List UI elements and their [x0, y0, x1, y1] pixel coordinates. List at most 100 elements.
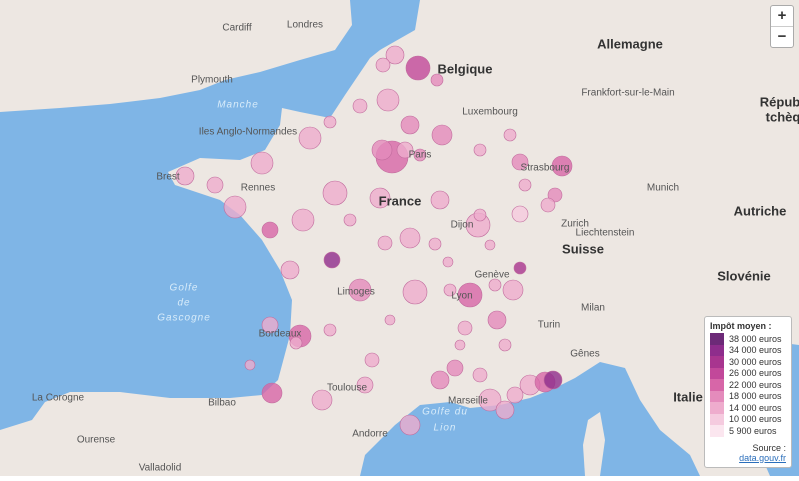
place-label: Andorre	[352, 429, 388, 440]
mediterranean	[360, 362, 700, 476]
place-label: Genève	[474, 270, 509, 281]
commune-bubble	[244, 359, 256, 371]
commune-bubble	[430, 190, 450, 210]
commune-bubble	[175, 166, 195, 186]
commune-bubble	[289, 336, 303, 350]
zoom-in[interactable]: +	[777, 7, 787, 24]
commune-bubble	[298, 126, 322, 150]
legend-label: 22 000 euros	[729, 379, 782, 390]
commune-bubble	[443, 283, 457, 297]
place-label: Marseille	[448, 396, 488, 407]
source-link[interactable]: data.gouv.fr	[739, 452, 786, 463]
corsica	[583, 412, 605, 476]
place-label: Manche	[217, 100, 259, 111]
place-label: Dijon	[451, 220, 474, 231]
place-label: Iles Anglo-Normandes	[199, 127, 297, 138]
commune-bubble	[543, 370, 563, 390]
commune-bubble	[323, 251, 341, 269]
legend: Impôt moyen : 38 000 euros 34 000 euros 30…	[704, 316, 792, 468]
legend-swatch	[710, 379, 724, 391]
legend-item: 30 000 euros	[710, 356, 786, 368]
commune-bubble	[369, 187, 391, 209]
commune-bubble	[487, 310, 507, 330]
commune-bubble	[495, 400, 515, 420]
commune-bubble	[430, 73, 444, 87]
place-label: La Corogne	[32, 393, 85, 404]
legend-item: 26 000 euros	[710, 367, 786, 379]
commune-bubble	[511, 205, 529, 223]
place-label: Zurich	[561, 219, 589, 230]
place-label: Gascogne	[157, 313, 211, 324]
commune-bubble	[473, 208, 487, 222]
commune-bubble	[498, 338, 512, 352]
legend-swatch	[710, 367, 724, 379]
place-label: Autriche	[734, 203, 787, 218]
commune-bubble	[261, 221, 279, 239]
source-prefix: Source :	[752, 442, 786, 453]
legend-label: 14 000 euros	[729, 402, 782, 413]
place-label: Turin	[538, 320, 560, 331]
legend-swatch	[710, 413, 724, 425]
commune-bubble	[348, 278, 372, 302]
commune-bubble	[431, 124, 453, 146]
commune-bubble	[446, 359, 464, 377]
commune-bubble	[399, 227, 421, 249]
commune-bubble	[322, 180, 348, 206]
place-label: Brest	[156, 172, 180, 183]
commune-bubble	[396, 141, 414, 159]
legend-item: 5 900 euros	[710, 425, 786, 437]
commune-bubble	[405, 55, 431, 81]
commune-bubble	[376, 88, 400, 112]
commune-bubble	[484, 239, 496, 251]
commune-bubble	[540, 197, 556, 213]
place-label: Frankfort-sur-le-Main	[581, 88, 674, 99]
place-label: Lyon	[451, 291, 472, 302]
commune-bubble	[356, 376, 374, 394]
source: Source : data.gouv.fr	[710, 443, 786, 463]
commune-bubble	[430, 370, 450, 390]
legend-label: 34 000 euros	[729, 345, 782, 356]
commune-bubble	[442, 256, 454, 268]
commune-bubble	[402, 279, 428, 305]
place-label: de	[177, 298, 190, 309]
legend-item: 10 000 euros	[710, 413, 786, 425]
legend-label: 18 000 euros	[729, 391, 782, 402]
commune-bubble	[261, 382, 283, 404]
legend-item: 22 000 euros	[710, 379, 786, 391]
legend-label: 30 000 euros	[729, 356, 782, 367]
place-label: Londres	[287, 20, 323, 31]
legend-label: 38 000 euros	[729, 333, 782, 344]
commune-bubble	[478, 388, 502, 412]
commune-bubble	[473, 143, 487, 157]
legend-swatch	[710, 390, 724, 402]
place-label: Lion	[434, 423, 457, 434]
legend-swatch	[710, 344, 724, 356]
commune-bubble	[352, 98, 368, 114]
place-label: Plymouth	[191, 75, 233, 86]
uk-land	[0, 0, 352, 112]
zoom-out[interactable]: −	[771, 26, 793, 47]
legend-items: 38 000 euros 34 000 euros 30 000 euros 26 0…	[710, 333, 786, 437]
commune-bubble	[261, 316, 279, 334]
commune-bubble	[551, 155, 573, 177]
sea	[0, 0, 420, 430]
commune-bubble	[547, 187, 563, 203]
bubbles	[175, 45, 573, 436]
place-label: Paris	[409, 150, 432, 161]
commune-bubble	[413, 148, 427, 162]
place-label: Ourense	[77, 435, 116, 446]
legend-title: Impôt moyen :	[710, 321, 772, 331]
place-label: Suisse	[562, 241, 604, 256]
commune-bubble	[400, 115, 420, 135]
commune-bubble	[323, 323, 337, 337]
place-label: Milan	[581, 303, 605, 314]
commune-bubble	[457, 282, 483, 308]
commune-bubble	[428, 237, 442, 251]
commune-bubble	[371, 139, 393, 161]
place-label: Golfe du	[422, 407, 468, 418]
place-label: Belgique	[438, 61, 493, 76]
place-label: Répub	[760, 94, 799, 109]
place-label: Allemagne	[597, 36, 663, 51]
commune-bubble	[472, 367, 488, 383]
